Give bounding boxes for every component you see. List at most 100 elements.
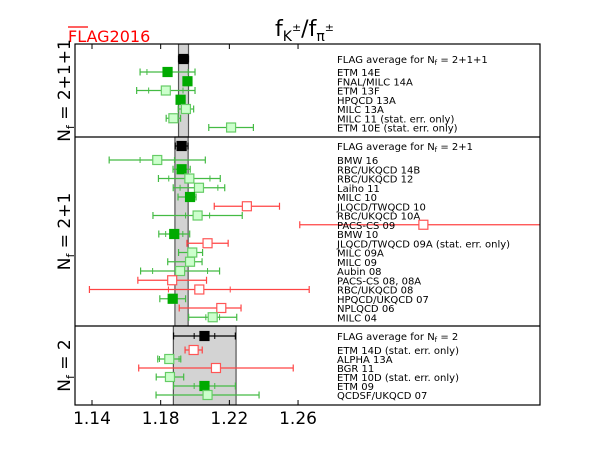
average-label-sub: f bbox=[435, 59, 438, 67]
data-point bbox=[187, 247, 198, 258]
nf-label-sub: f bbox=[64, 374, 77, 379]
data-point bbox=[241, 201, 252, 212]
data-point bbox=[167, 293, 178, 304]
average-label: FLAG average for Nf = 2 bbox=[337, 332, 458, 344]
result-label: ALPHA 13A bbox=[337, 355, 393, 366]
panel-nf-label: Nf = 2+1 bbox=[55, 193, 77, 271]
data-point bbox=[175, 94, 186, 105]
result-label: BMW 16 bbox=[337, 156, 378, 167]
result-label: ETM 10D (stat. err. only) bbox=[337, 373, 459, 384]
data-point bbox=[167, 275, 178, 286]
average-label-sub: f bbox=[435, 146, 438, 154]
x-tick-label: 1.26 bbox=[279, 409, 317, 429]
data-point bbox=[202, 238, 213, 249]
result-label: ETM 10E (stat. err. only) bbox=[337, 124, 458, 135]
title-pm1: ± bbox=[292, 21, 301, 34]
average-label-suffix: = 2+1+1 bbox=[437, 55, 488, 66]
panel-nf-label: Nf = 2+1+1 bbox=[55, 39, 77, 142]
data-point bbox=[188, 344, 199, 356]
result-label: RBC/UKQCD 08 bbox=[337, 286, 413, 297]
average-label-prefix: FLAG average for N bbox=[337, 332, 435, 343]
result-label: JLQCD/TWQCD 09A (stat. err. only) bbox=[336, 239, 510, 250]
data-point bbox=[178, 53, 189, 65]
panel-nf-label: Nf = 2 bbox=[55, 339, 77, 391]
result-label: QCDSF/UKQCD 07 bbox=[337, 391, 427, 402]
result-label: HPQCD 13A bbox=[337, 96, 396, 107]
result-label: MILC 04 bbox=[337, 313, 377, 324]
data-point bbox=[192, 210, 203, 221]
result-label: ETM 09 bbox=[337, 382, 374, 393]
data-point bbox=[184, 191, 196, 203]
x-tick-label: 1.18 bbox=[142, 409, 180, 429]
result-label: Laiho 11 bbox=[337, 184, 380, 195]
data-point bbox=[182, 76, 193, 87]
data-point bbox=[210, 362, 222, 374]
title-k: K bbox=[283, 29, 293, 45]
result-label: Aubin 08 bbox=[337, 267, 382, 278]
nf-label-suffix: = 2+1+1 bbox=[55, 39, 75, 125]
data-point bbox=[216, 302, 227, 314]
data-point bbox=[180, 103, 192, 115]
data-point bbox=[169, 228, 180, 240]
data-point bbox=[207, 312, 218, 323]
data-point bbox=[168, 113, 179, 124]
data-point bbox=[202, 389, 213, 401]
title-pi: π bbox=[316, 29, 325, 45]
plot-frame bbox=[74, 43, 541, 406]
result-label: PACS-CS 09 bbox=[337, 221, 395, 232]
data-point bbox=[174, 265, 186, 277]
title-slash: /f bbox=[301, 17, 317, 42]
data-point bbox=[160, 85, 171, 96]
data-point bbox=[152, 154, 163, 166]
data-point bbox=[176, 140, 187, 152]
average-label-suffix: = 2+1 bbox=[437, 142, 473, 153]
result-label: HPQCD/UKQCD 07 bbox=[337, 295, 429, 306]
result-label: MILC 10 bbox=[337, 193, 377, 204]
data-point bbox=[184, 256, 196, 267]
data-point bbox=[176, 164, 187, 175]
nf-label-n: N bbox=[55, 379, 75, 392]
data-point bbox=[184, 173, 195, 184]
result-label: MILC 09A bbox=[337, 249, 384, 260]
result-label: RBC/UKQCD 10A bbox=[337, 212, 420, 223]
data-point bbox=[418, 219, 429, 230]
data-point bbox=[162, 66, 173, 78]
title-f: f bbox=[275, 17, 284, 42]
result-label: MILC 09 bbox=[337, 258, 377, 269]
result-label: FNAL/MILC 14A bbox=[337, 77, 413, 88]
result-label: ETM 13F bbox=[337, 87, 380, 98]
data-point bbox=[225, 122, 237, 133]
average-label: FLAG average for Nf = 2+1+1 bbox=[337, 55, 488, 67]
result-label: PACS-CS 08, 08A bbox=[337, 276, 421, 287]
flag-logo: FLAG2016 bbox=[68, 27, 150, 46]
average-label: FLAG average for Nf = 2+1 bbox=[337, 142, 473, 154]
result-label: ETM 14D (stat. err. only) bbox=[337, 346, 459, 357]
data-point bbox=[164, 353, 175, 365]
average-label-suffix: = 2 bbox=[437, 332, 458, 343]
chart-title: fK±/fπ± bbox=[275, 17, 334, 45]
x-tick-label: 1.22 bbox=[210, 409, 248, 429]
result-label: MILC 11 (stat. err. only) bbox=[337, 114, 454, 125]
data-point bbox=[199, 380, 210, 392]
nf-label-suffix: = 2 bbox=[55, 339, 75, 375]
result-label: ETM 14E bbox=[337, 68, 380, 79]
data-point bbox=[194, 284, 205, 295]
x-tick-label: 1.14 bbox=[73, 409, 111, 429]
nf-label-n: N bbox=[55, 258, 75, 271]
data-layer bbox=[88, 44, 540, 405]
result-label: MILC 13A bbox=[337, 105, 384, 116]
average-label-prefix: FLAG average for N bbox=[337, 55, 435, 66]
data-point bbox=[193, 182, 205, 193]
result-label: RBC/UKQCD 12 bbox=[337, 175, 413, 186]
data-point bbox=[199, 330, 210, 342]
nf-label-sub: f bbox=[64, 124, 77, 129]
nf-label-sub: f bbox=[64, 253, 77, 258]
nf-label-suffix: = 2+1 bbox=[55, 193, 75, 254]
nf-label-n: N bbox=[55, 129, 75, 142]
result-label: BGR 11 bbox=[337, 364, 374, 375]
result-label: RBC/UKQCD 14B bbox=[337, 165, 420, 176]
title-pm2: ± bbox=[325, 21, 334, 34]
result-label: JLQCD/TWQCD 10 bbox=[336, 202, 426, 213]
